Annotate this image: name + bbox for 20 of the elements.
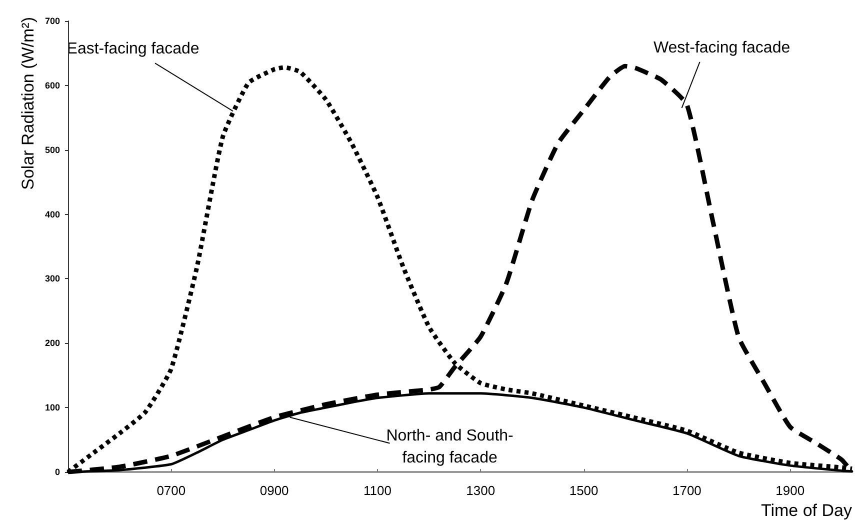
x-tick-label: 1700 [672, 483, 702, 498]
y-tick-label: 0 [54, 467, 60, 477]
x-tick-label: 1300 [466, 483, 496, 498]
x-tick-label: 0900 [260, 483, 289, 498]
x-tick-label: 0700 [156, 483, 186, 498]
annotation: West-facing facade [653, 39, 790, 56]
x-tick-label: 1100 [363, 483, 392, 498]
y-axis-title: Solar Radiation (W/m²) [18, 17, 38, 190]
y-tick-label: 500 [44, 144, 60, 155]
x-axis-title: Time of Day [760, 501, 852, 520]
y-tick-label: 300 [44, 274, 60, 284]
annotation: North- and South- facing facade [386, 428, 514, 467]
x-tick-label: 1900 [776, 483, 805, 498]
y-tick-label: 100 [44, 402, 60, 413]
x-tick-label: 1500 [569, 483, 598, 498]
y-tick-label: 700 [44, 16, 60, 26]
y-tick-label: 600 [44, 80, 60, 90]
y-tick-label: 200 [44, 338, 60, 348]
annotation: East-facing facade [66, 40, 200, 58]
y-tick-label: 400 [44, 209, 60, 220]
